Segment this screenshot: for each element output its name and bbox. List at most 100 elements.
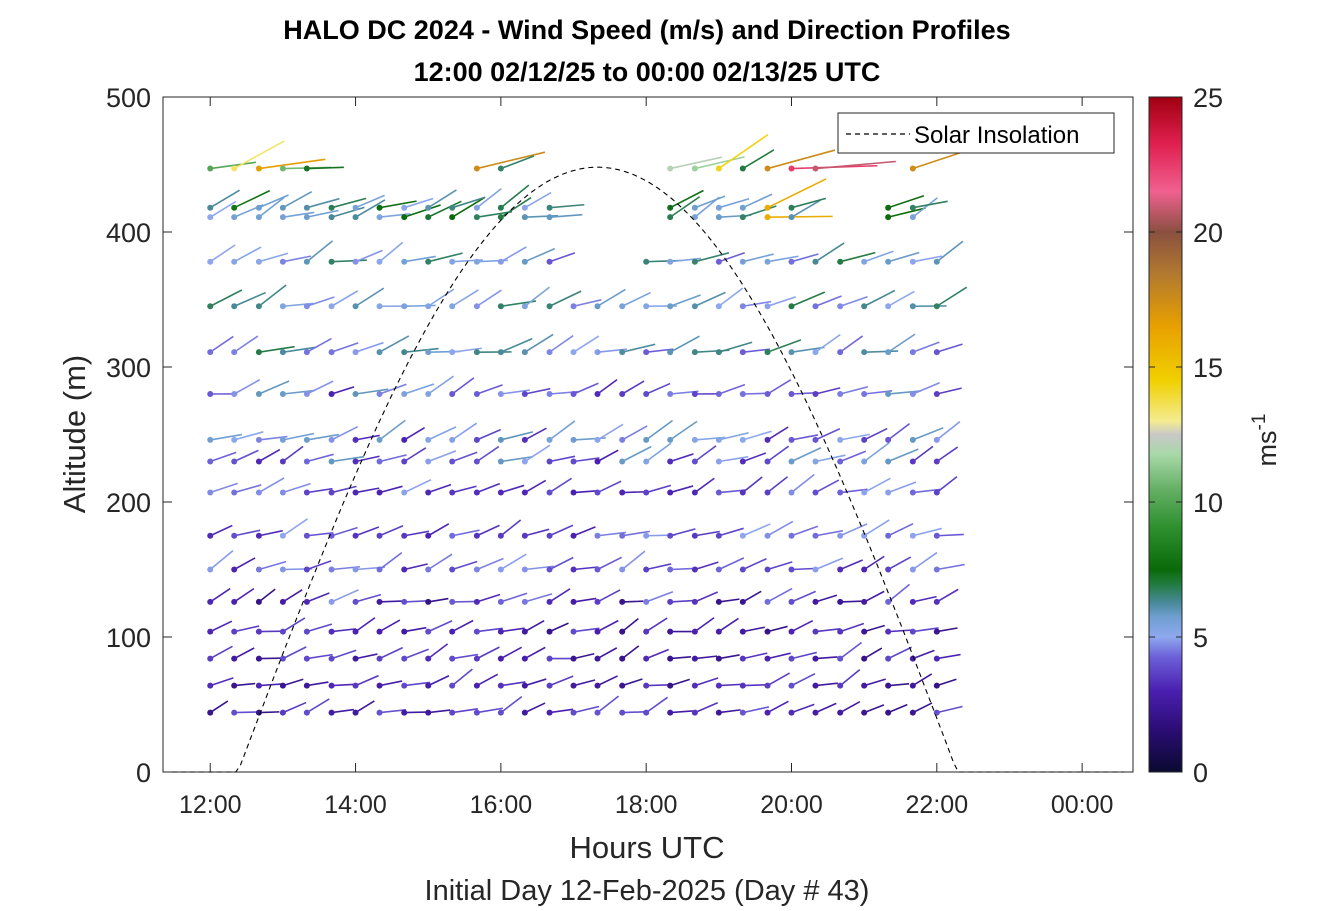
wind-vector [887, 333, 916, 353]
wind-vector-base [328, 349, 335, 356]
wind-vector-base [425, 598, 432, 605]
wind-vector [839, 559, 863, 571]
wind-vector [694, 561, 719, 571]
wind-vector [718, 654, 740, 660]
wind-vector-base [643, 566, 650, 573]
wind-vector [718, 252, 746, 263]
wind-vector-base [255, 303, 262, 310]
wind-vector-base [497, 709, 504, 716]
wind-vector [258, 477, 285, 494]
wind-vector-base [521, 458, 528, 465]
wind-vector-base [764, 349, 771, 356]
wind-vector [839, 251, 876, 263]
wind-vector [887, 207, 926, 218]
wind-vector-base [449, 258, 456, 265]
wind-vector [718, 598, 740, 603]
wind-vector [306, 592, 330, 603]
wind-vector-base [861, 436, 868, 443]
wind-vector-base [449, 709, 456, 716]
wind-vector [742, 652, 768, 660]
wind-vector [669, 189, 704, 209]
wind-vector [404, 563, 428, 571]
wind-vector-base [788, 303, 795, 310]
wind-vector [524, 427, 547, 441]
wind-vector [379, 241, 404, 263]
wind-vector-base [594, 682, 601, 689]
wind-vector [549, 252, 576, 263]
wind-vector-base [570, 566, 577, 573]
wind-vector [331, 426, 359, 441]
wind-vector-base [715, 204, 722, 211]
wind-vector-base [303, 532, 310, 539]
wind-vector-base [255, 391, 262, 397]
wind-vector [791, 590, 817, 603]
wind-vector-base [279, 391, 286, 397]
wind-vector [840, 433, 870, 441]
wind-vector-base [667, 628, 674, 635]
wind-vector [887, 290, 915, 307]
wind-vector [815, 594, 838, 603]
wind-vector [573, 526, 596, 537]
wind-vector [476, 557, 504, 571]
wind-vector-base [376, 349, 383, 356]
solar-insolation-curve [163, 166, 1133, 773]
wind-vector-base [788, 489, 795, 496]
wind-vector [476, 646, 500, 660]
wind-vector-base [255, 566, 262, 573]
wind-vector [645, 617, 668, 633]
wind-vector-base [497, 436, 504, 443]
wind-vector [791, 672, 816, 687]
wind-vector-base [739, 489, 746, 496]
wind-vector-base [521, 303, 528, 310]
wind-vector-base [376, 598, 383, 605]
wind-vector [887, 583, 911, 603]
wind-vector-base [909, 598, 916, 605]
wind-vector-base [546, 655, 553, 662]
wind-vector [815, 454, 846, 463]
wind-vector [815, 295, 842, 307]
wind-vector-base [449, 628, 456, 635]
wind-vector [767, 445, 790, 463]
wind-vector-base [837, 598, 844, 605]
wind-vector-base [521, 204, 528, 211]
wind-vector-base [255, 458, 262, 465]
wind-vector-base [207, 489, 214, 496]
wind-vector-base [643, 458, 650, 465]
wind-vector-base [352, 204, 359, 211]
wind-vector-base [933, 436, 940, 443]
wind-vector-base [231, 391, 238, 397]
wind-vector [549, 420, 576, 441]
wind-vector-base [207, 655, 214, 662]
wind-vector-base [546, 566, 553, 573]
wind-vector [912, 255, 943, 263]
wind-vector [282, 190, 313, 209]
wind-vector [742, 205, 777, 218]
wind-vector [379, 709, 407, 714]
wind-vector [549, 588, 571, 603]
wind-vector-base [643, 436, 650, 443]
wind-vector [694, 655, 718, 660]
wind-vector-base [764, 458, 771, 465]
wind-vector-base [546, 436, 553, 443]
wind-vector-base [764, 303, 771, 310]
wind-vector-base [619, 391, 626, 397]
wind-vector [476, 707, 503, 714]
wind-vector [500, 455, 534, 463]
wind-vector [379, 485, 403, 494]
wind-vector-base [570, 436, 577, 443]
wind-vector [718, 133, 769, 170]
wind-vector [403, 447, 427, 463]
wind-vector-base [473, 566, 480, 573]
wind-vector-base [594, 628, 601, 635]
wind-vector [306, 532, 334, 537]
wind-vector-base [231, 204, 238, 211]
wind-vector-base [691, 489, 698, 496]
wind-vector-base [473, 532, 480, 539]
wind-vector [355, 434, 380, 441]
wind-vector [694, 591, 719, 603]
colorbar-tick-label: 5 [1193, 623, 1208, 653]
wind-vector-base [619, 566, 626, 573]
wind-vector-base [691, 628, 698, 635]
wind-vector-base [643, 655, 650, 662]
wind-vector [645, 419, 674, 441]
